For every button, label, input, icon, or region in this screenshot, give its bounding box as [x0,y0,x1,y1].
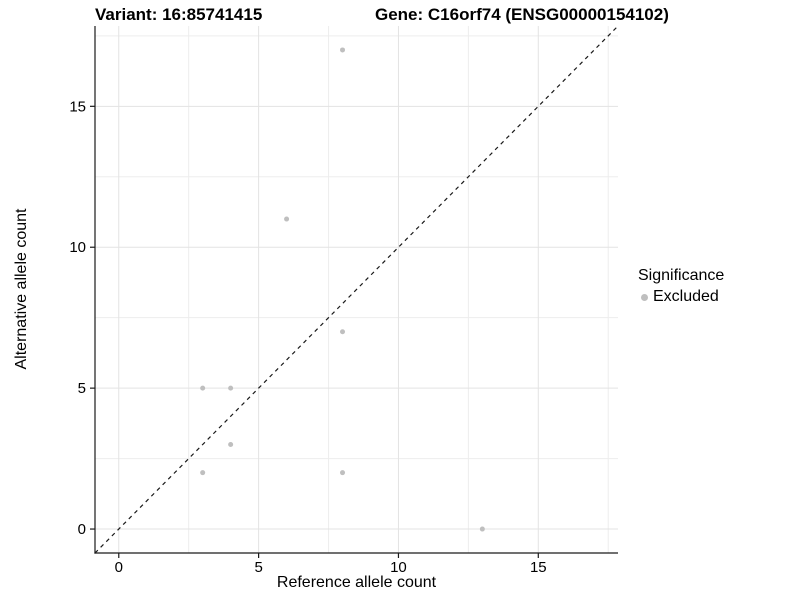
data-point-8-7 [340,329,346,335]
legend-entry-label: Excluded [653,288,719,305]
data-point-4-5 [228,385,234,391]
identity-reference-line [94,25,619,554]
legend: Significance Excluded [638,267,724,306]
x-tick-label-5: 5 [254,559,262,576]
legend-entry-excluded: Excluded [638,288,724,306]
y-tick-label-15: 15 [69,98,86,115]
data-point-8-17 [340,47,346,53]
data-point-4-3 [228,442,234,447]
legend-title: Significance [638,267,725,284]
y-tick-label-5: 5 [78,380,86,397]
data-point-8-2 [340,470,346,476]
plot-title-gene: Gene: C16orf74 (ENSG00000154102) [375,5,669,24]
data-point-13-0 [479,526,485,532]
data-point-3-5 [200,385,206,391]
y-tick-label-0: 0 [78,521,86,538]
data-point-3-2 [200,470,206,476]
x-tick-label-15: 15 [530,559,547,576]
x-axis-title: Reference allele count [276,574,437,591]
data-point-6-11 [284,216,290,222]
x-tick-label-0: 0 [115,559,123,576]
y-tick-label-10: 10 [69,239,86,256]
legend-point-icon [641,293,648,301]
x-tick-label-10: 10 [390,559,407,576]
plot-title-variant: Variant: 16:85741415 [95,5,263,24]
